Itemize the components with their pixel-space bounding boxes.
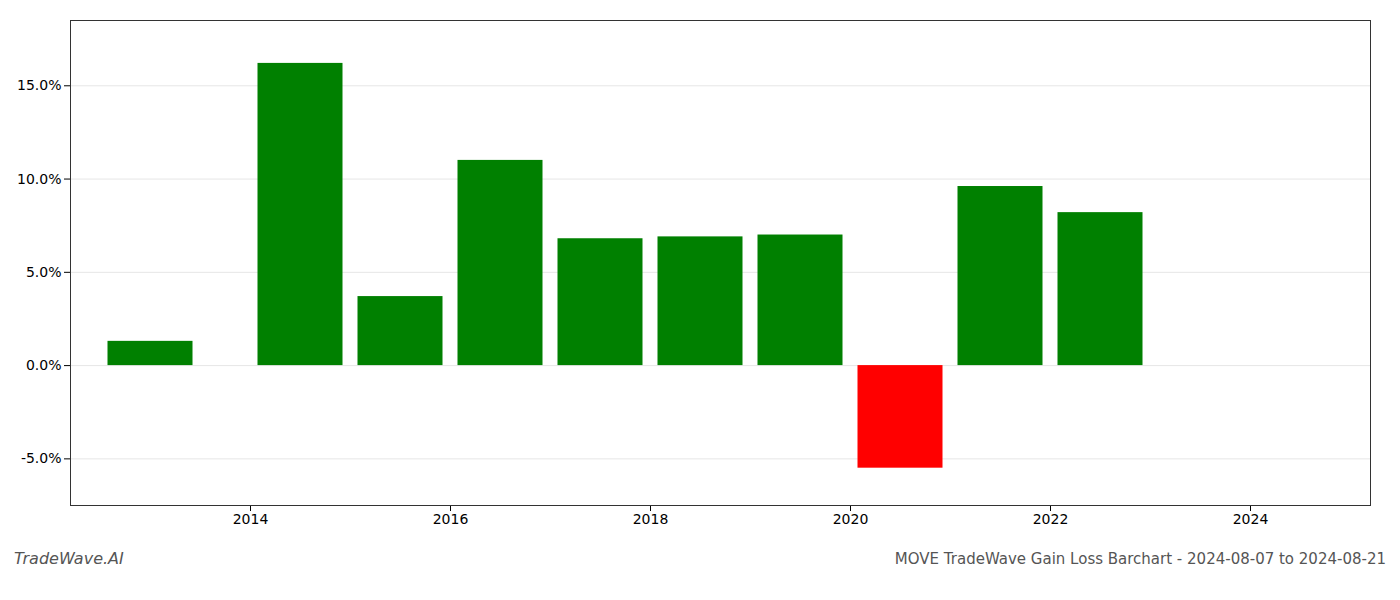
- svg-text:15.0%: 15.0%: [17, 77, 61, 93]
- svg-text:0.0%: 0.0%: [26, 357, 62, 373]
- svg-text:2022: 2022: [1033, 511, 1069, 527]
- html-text:MOVE TradeWave Gain Loss Barch: MOVE TradeWave Gain Loss Barchart - 2024…: [894, 550, 1386, 568]
- svg-text:2024: 2024: [1233, 511, 1269, 527]
- svg-text:10.0%: 10.0%: [17, 171, 61, 187]
- svg-text:2014: 2014: [233, 511, 269, 527]
- svg-text:-5.0%: -5.0%: [21, 450, 62, 466]
- svg-text:2018: 2018: [633, 511, 669, 527]
- svg-text:2016: 2016: [433, 511, 469, 527]
- svg-text:2020: 2020: [833, 511, 869, 527]
- html-text:TradeWave.AI: TradeWave.AI: [14, 549, 124, 568]
- svg-text:5.0%: 5.0%: [26, 264, 62, 280]
